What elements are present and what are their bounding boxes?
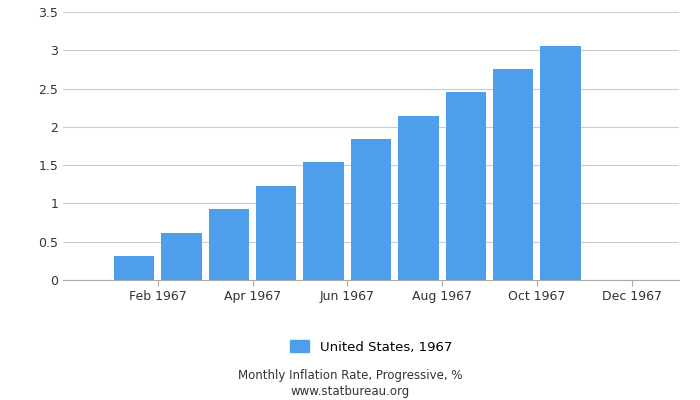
- Bar: [304, 162, 344, 280]
- Bar: [446, 92, 486, 280]
- Bar: [209, 209, 249, 280]
- Text: www.statbureau.org: www.statbureau.org: [290, 386, 410, 398]
- Bar: [114, 256, 154, 280]
- Legend: United States, 1967: United States, 1967: [284, 335, 458, 359]
- Bar: [351, 139, 391, 280]
- Bar: [161, 233, 202, 280]
- Bar: [493, 70, 533, 280]
- Bar: [256, 186, 296, 280]
- Bar: [398, 116, 438, 280]
- Text: Monthly Inflation Rate, Progressive, %: Monthly Inflation Rate, Progressive, %: [238, 370, 462, 382]
- Bar: [540, 46, 581, 280]
